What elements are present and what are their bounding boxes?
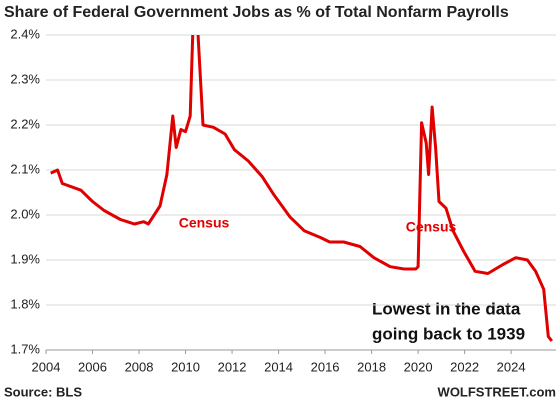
x-tick-label: 2008 [125, 359, 154, 374]
y-tick-label: 2.1% [10, 161, 40, 176]
y-tick-label: 2.3% [10, 71, 40, 86]
y-tick-label: 2.2% [10, 116, 40, 131]
y-tick-label: 1.9% [10, 251, 40, 266]
x-tick-label: 2022 [450, 359, 479, 374]
data-line [50, 35, 553, 342]
y-tick-label: 2.0% [10, 206, 40, 221]
chart-title: Share of Federal Government Jobs as % of… [4, 4, 509, 21]
x-tick-label: 2010 [171, 359, 200, 374]
x-tick-label: 2024 [497, 359, 526, 374]
y-tick-label: 1.7% [10, 341, 40, 356]
x-tick-label: 2012 [218, 359, 247, 374]
x-tick-label: 2020 [404, 359, 433, 374]
x-tick-label: 2004 [32, 359, 61, 374]
annotation: going back to 1939 [372, 324, 525, 343]
annotation: Lowest in the data [372, 299, 521, 318]
y-tick-label: 2.4% [10, 26, 40, 41]
source: Source: BLS [4, 384, 82, 399]
y-tick-label: 1.8% [10, 296, 40, 311]
annotation: Census [179, 215, 230, 231]
credit: WOLFSTREET.com [438, 384, 556, 399]
x-tick-label: 2018 [357, 359, 386, 374]
x-tick-label: 2016 [311, 359, 340, 374]
x-tick-label: 2006 [78, 359, 107, 374]
x-tick-label: 2014 [264, 359, 293, 374]
